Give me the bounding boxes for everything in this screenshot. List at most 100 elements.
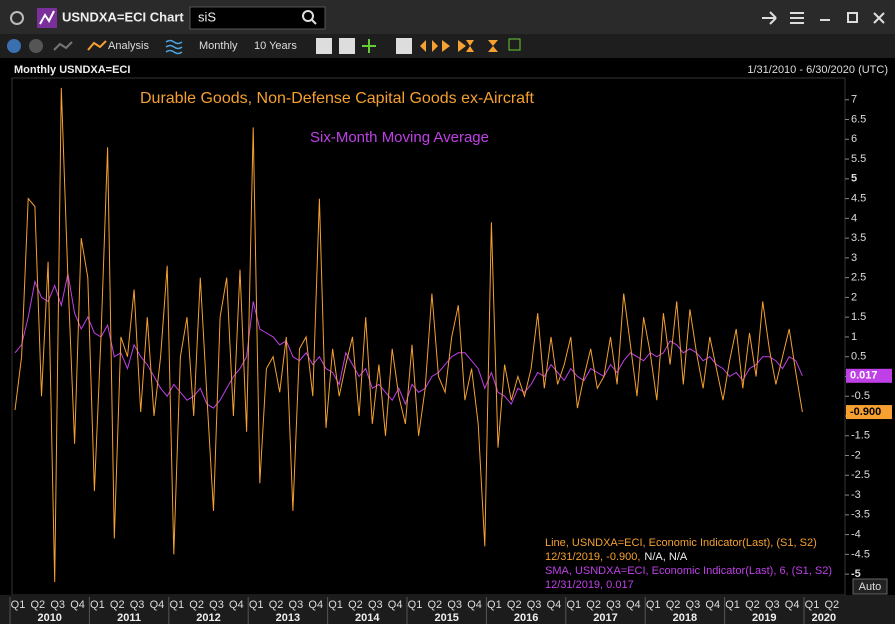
y-tick-label: 5.5 (851, 153, 866, 165)
y-tick-label: -2.5 (851, 469, 870, 481)
y-tick-label: -1.5 (851, 430, 870, 442)
year-label: 2020 (812, 612, 836, 624)
toolbar-range[interactable]: 10 Years (254, 40, 297, 52)
x-tick-label: Q3 (606, 599, 621, 611)
x-tick-label: Q2 (825, 599, 840, 611)
x-tick-label: Q1 (249, 599, 264, 611)
x-tick-label: Q1 (487, 599, 502, 611)
x-tick-label: Q1 (328, 599, 343, 611)
x-tick-label: Q3 (130, 599, 145, 611)
search-box[interactable] (189, 6, 326, 30)
legend-name: Line, USNDXA=ECI, Economic Indicator(Las… (545, 537, 817, 549)
year-label: 2013 (276, 612, 300, 624)
x-tick-label: Q2 (745, 599, 760, 611)
auto-button[interactable] (852, 578, 888, 595)
x-tick-label: Q2 (110, 599, 125, 611)
x-tick-label: Q3 (289, 599, 304, 611)
app-icon-line (39, 10, 55, 25)
title-bar (0, 0, 895, 34)
series-line (14, 273, 803, 409)
y-tick-label: 0.5 (851, 351, 866, 363)
x-axis-band (0, 595, 895, 624)
y-tick-label: -3 (851, 489, 861, 501)
y-tick-label: 6.5 (851, 113, 866, 125)
y-tick-label: -0.5 (851, 390, 870, 402)
date-range: 1/31/2010 - 6/30/2020 (UTC) (747, 64, 888, 76)
year-label: 2012 (196, 612, 220, 624)
y-tick-label: 4 (851, 212, 857, 224)
year-label: 2017 (593, 612, 617, 624)
year-label: 2015 (434, 612, 458, 624)
x-tick-label: Q1 (408, 599, 423, 611)
legend-name: SMA, USNDXA=ECI, Economic Indicator(Last… (545, 565, 832, 577)
window-title: USNDXA=ECI Chart (62, 9, 184, 24)
x-tick-label: Q4 (308, 599, 323, 611)
y-tick-label: 3.5 (851, 232, 866, 244)
x-tick-label: Q3 (209, 599, 224, 611)
y-tick-label: 4.5 (851, 192, 866, 204)
x-tick-label: Q4 (626, 599, 641, 611)
y-tick-label: -5 (851, 568, 861, 580)
y-tick-label: 2.5 (851, 272, 866, 284)
x-tick-label: Q2 (586, 599, 601, 611)
year-label: 2010 (37, 612, 61, 624)
last-value-tag (846, 368, 892, 383)
y-tick-label: 2 (851, 291, 857, 303)
search-text[interactable]: siS (198, 9, 216, 24)
x-tick-label: Q1 (169, 599, 184, 611)
y-tick-label: 3 (851, 252, 857, 264)
x-tick-label: Q1 (805, 599, 820, 611)
x-tick-label: Q1 (11, 599, 26, 611)
last-value-label: 0.017 (850, 370, 878, 382)
x-tick-label: Q1 (725, 599, 740, 611)
toolbar-analysis[interactable]: Analysis (108, 40, 149, 52)
x-tick-label: Q3 (527, 599, 542, 611)
annotation: Durable Goods, Non-Defense Capital Goods… (140, 90, 535, 107)
y-tick-label: -4.5 (851, 548, 870, 560)
x-tick-label: Q3 (686, 599, 701, 611)
legend-detail: 12/31/2019, -0.900, (545, 551, 640, 563)
x-tick-label: Q4 (70, 599, 85, 611)
x-tick-label: Q4 (150, 599, 165, 611)
x-tick-label: Q2 (507, 599, 522, 611)
x-tick-label: Q3 (765, 599, 780, 611)
search-icon (311, 19, 317, 25)
link-icon[interactable] (10, 11, 24, 25)
y-tick-label: 7 (851, 94, 857, 106)
auto-label[interactable]: Auto (859, 581, 882, 593)
x-tick-label: Q1 (566, 599, 581, 611)
y-tick-label: 5 (851, 173, 857, 185)
year-label: 2019 (752, 612, 776, 624)
x-tick-label: Q4 (705, 599, 720, 611)
x-tick-label: Q2 (428, 599, 443, 611)
x-tick-label: Q3 (368, 599, 383, 611)
year-label: 2011 (117, 612, 141, 624)
y-tick-label: -3.5 (851, 509, 870, 521)
series-line (14, 87, 803, 583)
year-label: 2018 (673, 612, 697, 624)
x-tick-label: Q2 (348, 599, 363, 611)
x-tick-label: Q4 (547, 599, 562, 611)
x-tick-label: Q3 (447, 599, 462, 611)
x-tick-label: Q2 (269, 599, 284, 611)
legend-extra: N/A, N/A (644, 551, 687, 563)
toolbar-interval[interactable]: Monthly (199, 40, 238, 52)
legend-detail: 12/31/2019, 0.017 (545, 579, 634, 591)
window-controls[interactable] (762, 11, 885, 25)
year-label: 2016 (514, 612, 538, 624)
search-icon[interactable] (302, 10, 314, 22)
x-tick-label: Q1 (646, 599, 661, 611)
y-tick-label: 6 (851, 133, 857, 145)
x-tick-label: Q4 (229, 599, 244, 611)
last-value-label: -0.900 (850, 406, 881, 418)
x-tick-label: Q4 (388, 599, 403, 611)
y-tick-label: -4 (851, 528, 861, 540)
x-tick-label: Q1 (90, 599, 105, 611)
x-tick-label: Q2 (31, 599, 46, 611)
y-tick-label: 1.5 (851, 311, 866, 323)
toolbar-icons[interactable] (7, 38, 521, 55)
y-tick-label: 1 (851, 331, 857, 343)
x-tick-label: Q3 (50, 599, 65, 611)
